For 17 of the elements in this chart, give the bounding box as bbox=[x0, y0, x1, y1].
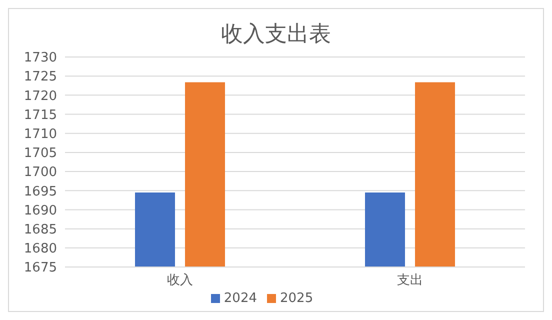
y-tick-label: 1730 bbox=[24, 50, 57, 66]
x-tick-label: 收入 bbox=[167, 273, 193, 288]
y-tick-label: 1690 bbox=[24, 203, 57, 218]
legend-label: 2025 bbox=[280, 291, 314, 306]
y-tick-label: 1710 bbox=[24, 126, 57, 142]
chart-title: 收入支出表 bbox=[220, 21, 332, 49]
y-tick-label: 1675 bbox=[24, 260, 57, 276]
y-tick-label: 1700 bbox=[24, 165, 57, 180]
x-tick-label: 支出 bbox=[397, 273, 423, 288]
y-tick-label: 1685 bbox=[24, 222, 57, 238]
y-tick-label: 1705 bbox=[24, 146, 57, 162]
y-tick-label: 1725 bbox=[24, 70, 57, 85]
y-tick-label: 1680 bbox=[24, 242, 57, 257]
y-tick-label: 1695 bbox=[24, 184, 57, 200]
legend-label: 2024 bbox=[224, 291, 257, 306]
y-tick-label: 1715 bbox=[24, 108, 57, 123]
y-tick-label: 1720 bbox=[24, 88, 57, 104]
